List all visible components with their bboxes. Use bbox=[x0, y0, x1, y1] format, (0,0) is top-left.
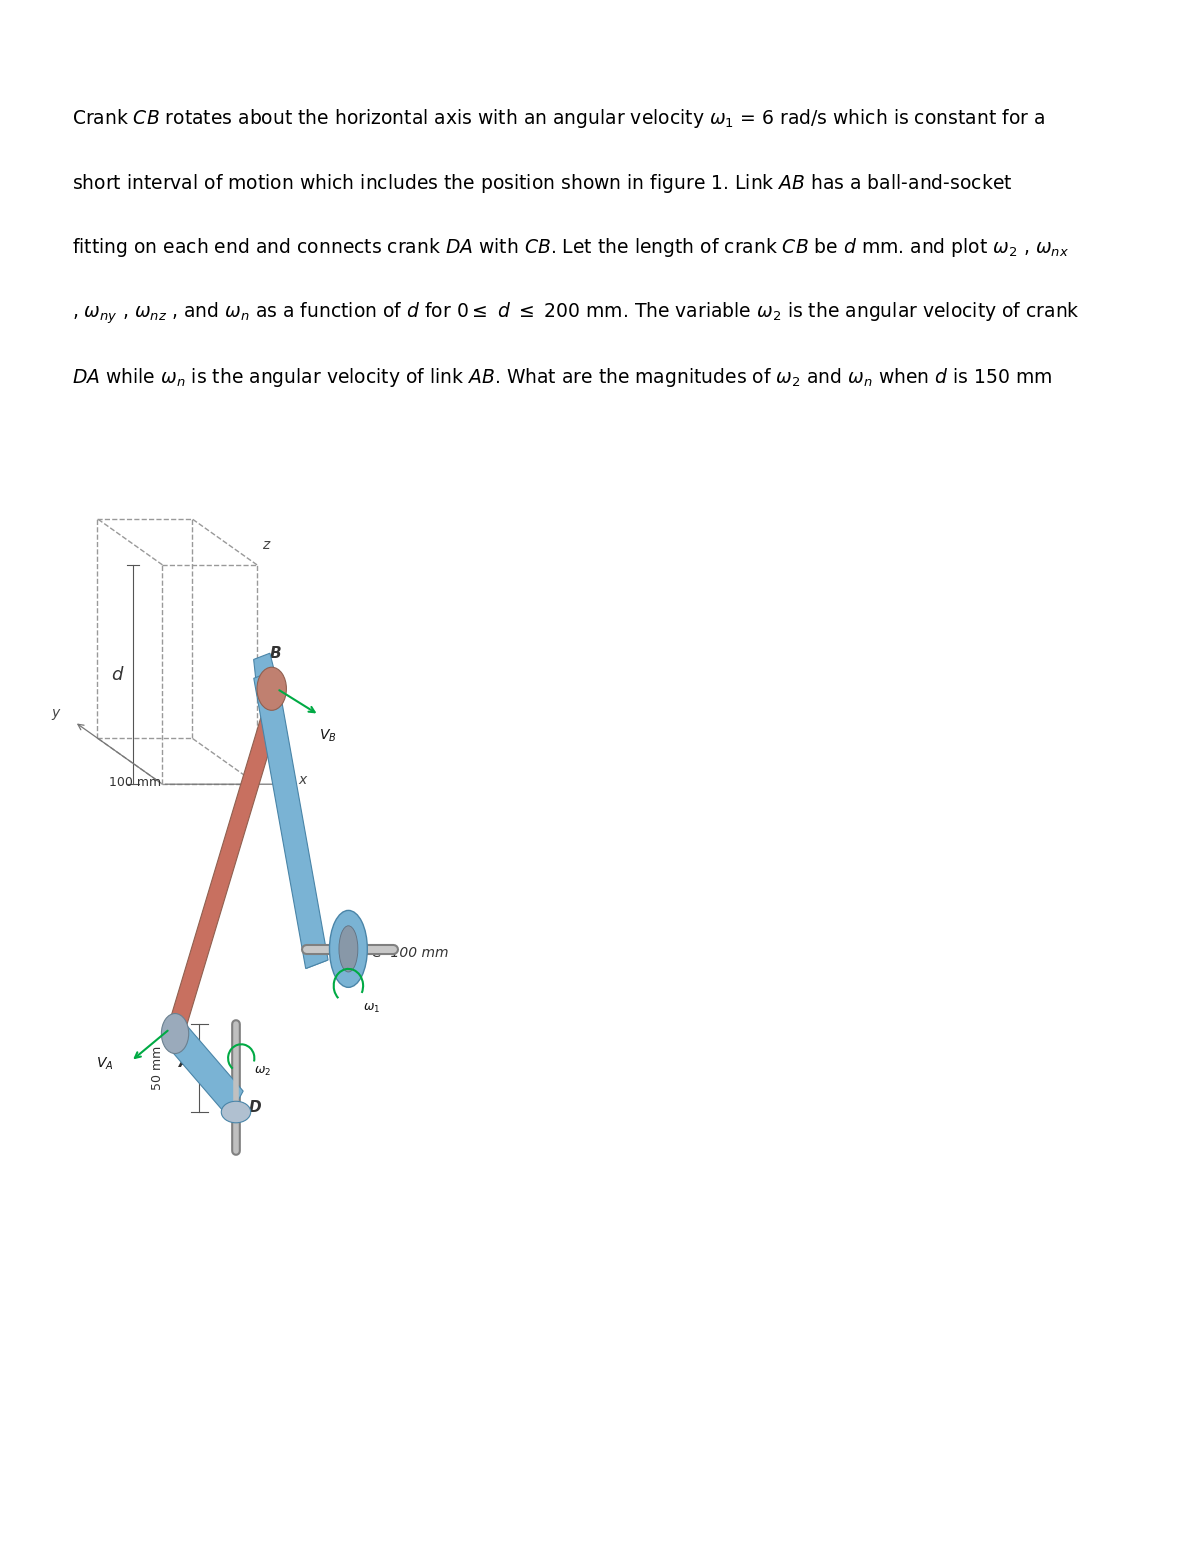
Text: $\omega_2$: $\omega_2$ bbox=[254, 1064, 271, 1078]
Text: x: x bbox=[299, 773, 307, 787]
Text: $V_B$: $V_B$ bbox=[319, 727, 336, 744]
Text: $\it{DA}$ while $\omega_n$ is the angular velocity of link $\it{AB}$. What are t: $\it{DA}$ while $\omega_n$ is the angula… bbox=[72, 365, 1052, 388]
Text: z: z bbox=[263, 539, 270, 553]
Text: A: A bbox=[179, 1056, 191, 1070]
Text: y: y bbox=[52, 707, 60, 721]
Ellipse shape bbox=[330, 910, 367, 988]
Text: C  100 mm: C 100 mm bbox=[372, 946, 448, 960]
Text: D: D bbox=[248, 1100, 262, 1115]
Polygon shape bbox=[168, 1020, 244, 1118]
Circle shape bbox=[161, 1014, 188, 1053]
Text: short interval of motion which includes the position shown in figure 1. Link $\i: short interval of motion which includes … bbox=[72, 172, 1013, 194]
Text: $V_A$: $V_A$ bbox=[96, 1056, 114, 1072]
Ellipse shape bbox=[221, 1101, 251, 1123]
Text: fitting on each end and connects crank $\it{DA}$ with $\it{CB}$. Let the length : fitting on each end and connects crank $… bbox=[72, 236, 1069, 259]
Text: B: B bbox=[270, 646, 281, 662]
Polygon shape bbox=[253, 654, 328, 968]
Polygon shape bbox=[253, 669, 328, 969]
Ellipse shape bbox=[338, 926, 358, 972]
Text: 100 mm: 100 mm bbox=[109, 776, 161, 789]
Polygon shape bbox=[167, 707, 280, 1039]
Circle shape bbox=[257, 668, 287, 710]
Text: $\omega_1$: $\omega_1$ bbox=[364, 1002, 380, 1014]
Text: 50 mm: 50 mm bbox=[151, 1047, 163, 1090]
Text: , $\omega_{ny}$ , $\omega_{nz}$ , and $\omega_n$ as a function of $\it{d}$ for 0: , $\omega_{ny}$ , $\omega_{nz}$ , and $\… bbox=[72, 301, 1080, 326]
Text: $d$: $d$ bbox=[110, 666, 124, 683]
Text: Crank $\it{CB}$ rotates about the horizontal axis with an angular velocity $\ome: Crank $\it{CB}$ rotates about the horizo… bbox=[72, 107, 1045, 130]
